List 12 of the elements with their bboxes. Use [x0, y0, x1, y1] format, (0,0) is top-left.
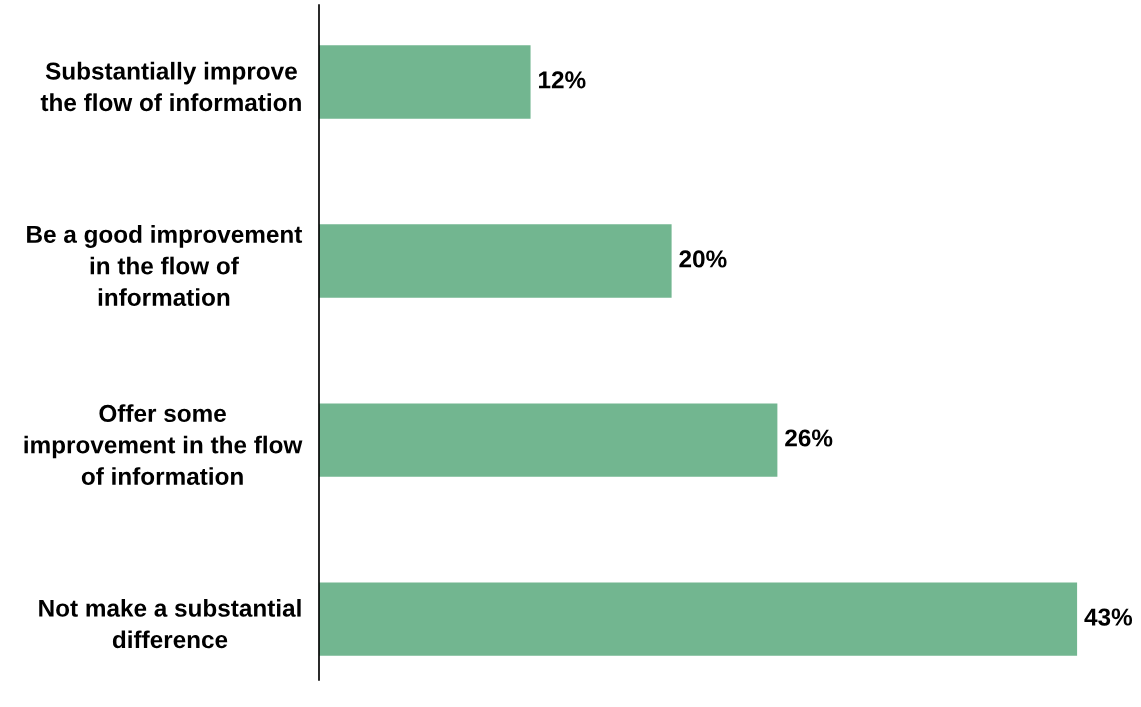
- y-tick-label: Be a good improvement in the flow of information: [27, 225, 303, 306]
- bar: [319, 224, 672, 298]
- y-tick-label: Not make a substantial difference: [39, 598, 301, 649]
- y-tick-label: Offer some improvement in the flow of information: [24, 404, 303, 485]
- bar: [319, 45, 531, 119]
- data-label: 43%: [1084, 608, 1133, 626]
- bar: [319, 582, 1078, 656]
- data-label: 12%: [539, 71, 586, 89]
- data-label: 26%: [785, 429, 833, 447]
- data-label: 20%: [679, 250, 727, 268]
- y-tick-label: Substantially improve the flow of information: [40, 61, 301, 112]
- bar: [319, 403, 778, 477]
